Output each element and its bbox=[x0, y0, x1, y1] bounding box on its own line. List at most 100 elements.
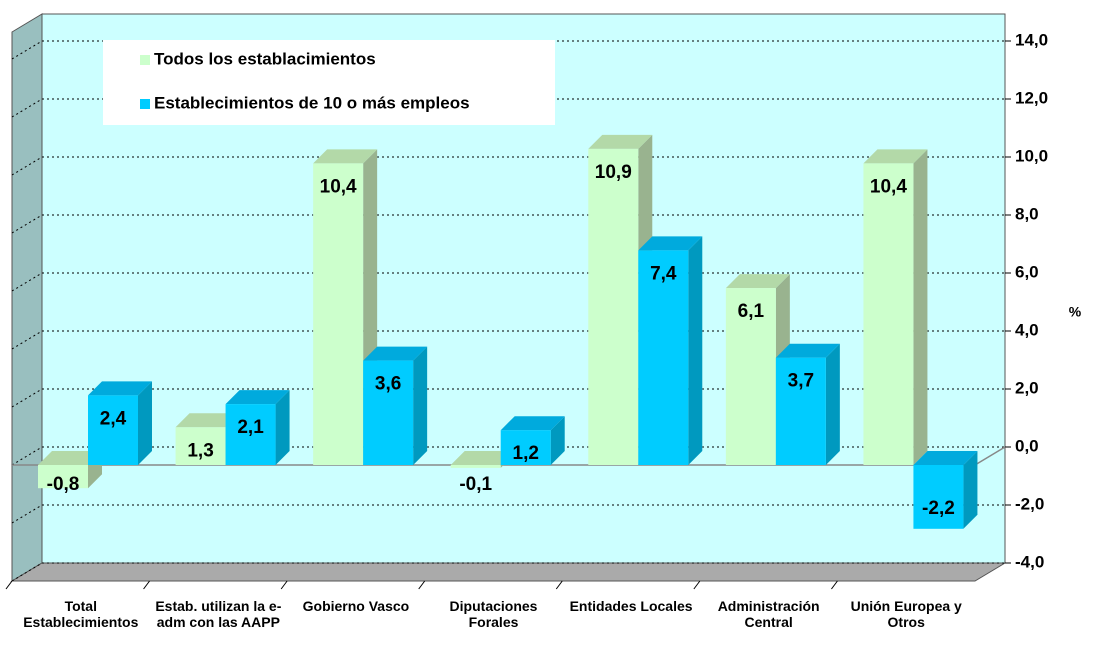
x-tick-label: Administración Central bbox=[717, 598, 820, 630]
side-grid-line bbox=[11, 156, 43, 176]
bar-side bbox=[138, 381, 152, 465]
value-label: -2,2 bbox=[922, 498, 955, 519]
bar-top bbox=[913, 451, 978, 465]
value-label: 3,6 bbox=[375, 374, 401, 395]
value-label: 1,2 bbox=[513, 443, 539, 464]
bar bbox=[225, 390, 290, 465]
legend-swatch bbox=[140, 99, 150, 109]
bar-top bbox=[88, 381, 152, 396]
value-label: 10,4 bbox=[320, 176, 357, 197]
bar-side bbox=[413, 346, 428, 465]
bar-front bbox=[725, 288, 776, 465]
bar-side bbox=[275, 390, 290, 465]
value-label: 3,7 bbox=[788, 371, 814, 392]
side-grid-line bbox=[11, 330, 43, 350]
bar-side bbox=[550, 416, 565, 465]
legend-box bbox=[103, 40, 555, 125]
value-label: -0,8 bbox=[47, 474, 80, 495]
y-tick-label: 4,0 bbox=[1015, 320, 1039, 339]
bar-top bbox=[725, 274, 790, 289]
bar bbox=[363, 346, 428, 465]
bar-front bbox=[500, 430, 551, 465]
side-grid-line bbox=[11, 562, 43, 582]
value-label: 10,4 bbox=[870, 176, 907, 197]
zero-line-depth bbox=[974, 446, 1006, 466]
side-wall bbox=[11, 13, 43, 582]
value-label: 7,4 bbox=[650, 263, 677, 284]
bar-front bbox=[588, 148, 639, 465]
x-tick bbox=[555, 580, 563, 590]
bar-front bbox=[313, 163, 364, 465]
bar-top bbox=[775, 343, 840, 358]
y-tick-label: 10,0 bbox=[1015, 146, 1048, 165]
bar bbox=[775, 343, 840, 465]
bar-top bbox=[588, 134, 653, 149]
bar-top bbox=[225, 390, 290, 405]
bar-front bbox=[775, 357, 826, 465]
value-label: 10,9 bbox=[595, 162, 632, 183]
y-axis-label: % bbox=[1069, 304, 1082, 320]
bar-top bbox=[638, 236, 703, 251]
bar bbox=[88, 381, 152, 465]
bar-front bbox=[863, 163, 914, 465]
x-tick bbox=[418, 580, 426, 590]
side-grid-line bbox=[11, 446, 43, 466]
x-tick-label: Estab. utilizan la e-adm con las AAPP bbox=[155, 598, 282, 630]
bar bbox=[38, 451, 102, 489]
value-label: 2,4 bbox=[100, 408, 127, 429]
bar-top bbox=[313, 149, 378, 164]
x-tick-label: Entidades Locales bbox=[569, 598, 693, 614]
bar-top bbox=[175, 413, 240, 428]
x-tick-label: Unión Europea y Otros bbox=[850, 598, 962, 630]
x-tick bbox=[693, 580, 701, 590]
value-label: 2,1 bbox=[237, 417, 264, 438]
y-tick-label: 8,0 bbox=[1015, 204, 1039, 223]
x-tick bbox=[831, 580, 838, 590]
x-tick-label: Diputaciones Forales bbox=[449, 598, 538, 630]
bar bbox=[500, 416, 565, 465]
legend-label: Todos los establacimientos bbox=[154, 49, 376, 68]
bar-top bbox=[363, 346, 428, 361]
x-tick bbox=[143, 580, 150, 590]
y-tick-label: 12,0 bbox=[1015, 88, 1048, 107]
bar-top bbox=[450, 451, 515, 465]
bar-side bbox=[963, 451, 978, 529]
y-tick-label: 0,0 bbox=[1015, 436, 1039, 455]
side-grid-line bbox=[11, 214, 43, 234]
bar bbox=[913, 451, 978, 529]
value-label: -0,1 bbox=[459, 474, 492, 495]
bar-front bbox=[363, 360, 414, 465]
side-grid-line bbox=[11, 504, 43, 524]
y-tick-label: -4,0 bbox=[1015, 552, 1044, 571]
floor bbox=[10, 562, 1007, 582]
x-tick-label: Total Establecimientos bbox=[23, 598, 139, 630]
bar-front bbox=[38, 465, 88, 489]
bar-front bbox=[225, 404, 276, 465]
bar-front bbox=[638, 250, 689, 465]
x-tick bbox=[5, 580, 13, 590]
y-tick-label: 6,0 bbox=[1015, 262, 1039, 281]
legend-swatch bbox=[140, 55, 150, 65]
bar-top bbox=[863, 149, 928, 164]
x-tick bbox=[280, 580, 288, 590]
y-tick-label: 14,0 bbox=[1015, 30, 1048, 49]
y-tick-label: -2,0 bbox=[1015, 494, 1044, 513]
side-grid-line bbox=[11, 388, 43, 408]
bar-side bbox=[913, 149, 928, 465]
bar-top bbox=[38, 451, 102, 465]
bar-side bbox=[825, 343, 840, 465]
bar-front bbox=[913, 465, 964, 529]
side-grid-line bbox=[11, 40, 43, 60]
x-tick-label: Gobierno Vasco bbox=[302, 598, 410, 614]
bar bbox=[638, 236, 703, 465]
bar-front bbox=[88, 395, 138, 465]
legend-label: Establecimientos de 10 o más empleos bbox=[154, 93, 470, 112]
value-label: 1,3 bbox=[187, 440, 213, 461]
bar bbox=[863, 149, 928, 465]
side-grid-line bbox=[11, 98, 43, 118]
y-tick-label: 2,0 bbox=[1015, 378, 1039, 397]
bar-side bbox=[688, 236, 703, 465]
value-label: 6,1 bbox=[738, 301, 765, 322]
